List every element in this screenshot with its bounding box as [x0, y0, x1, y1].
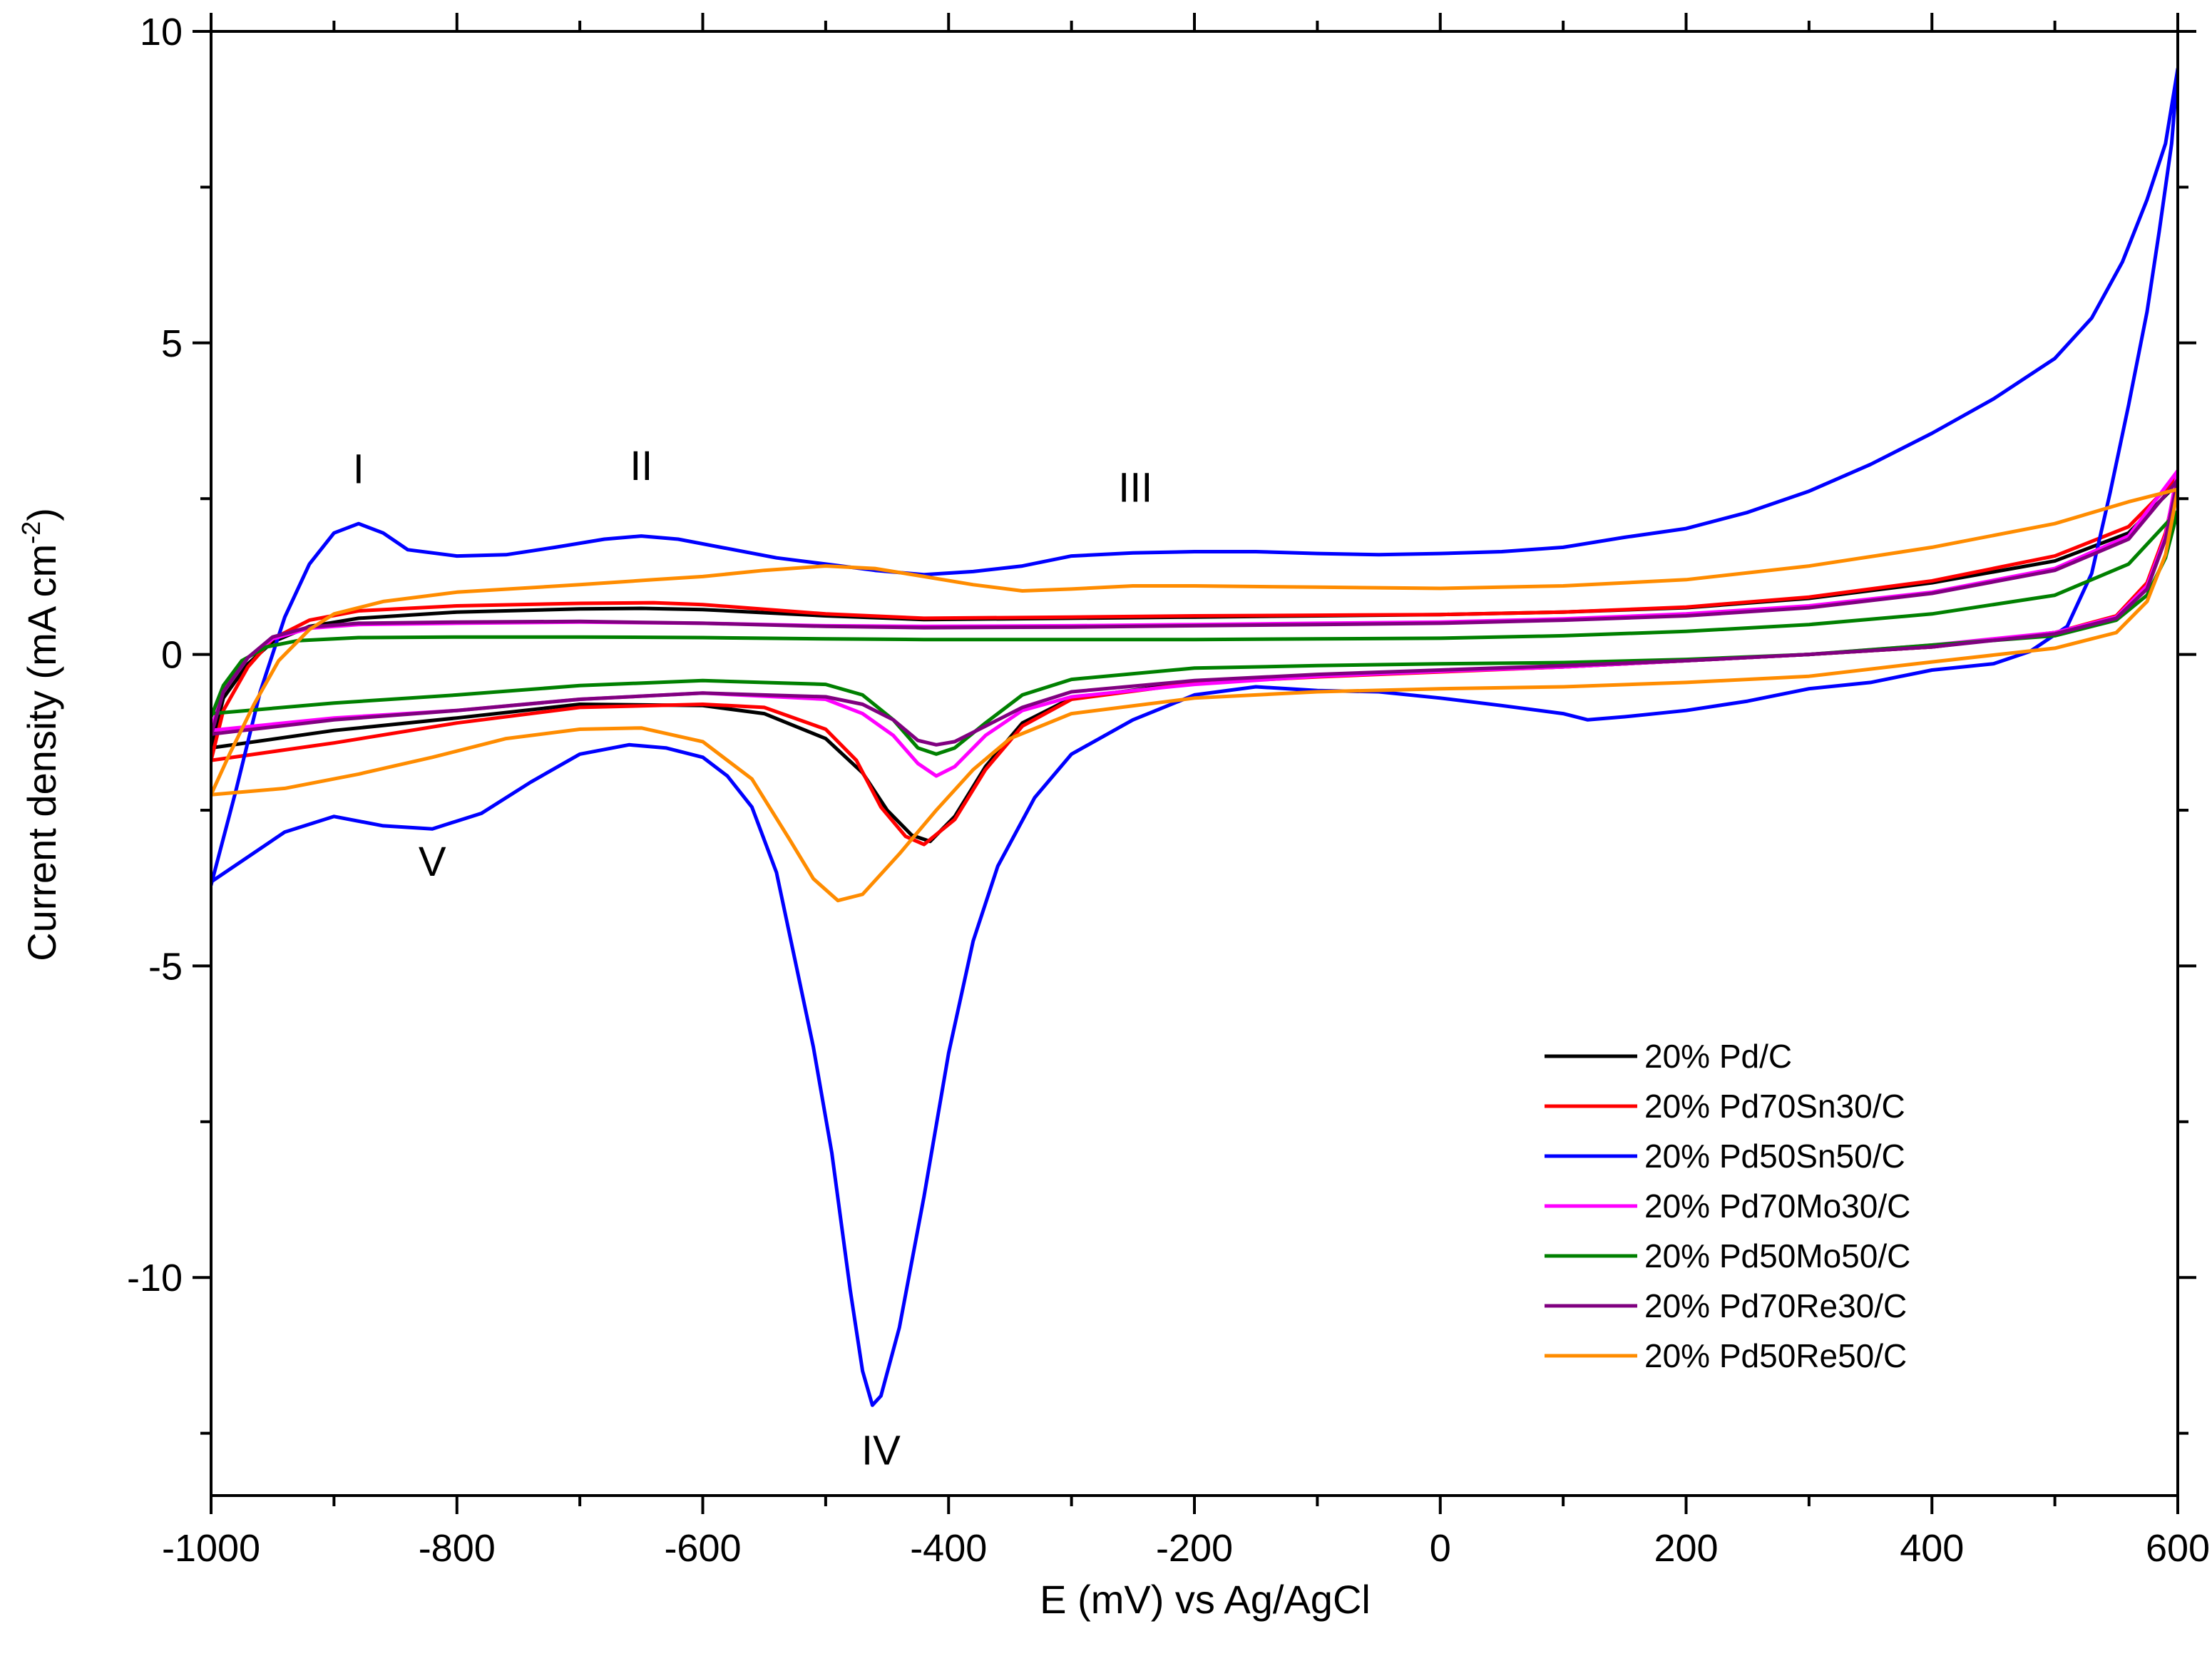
legend-label: 20% Pd70Sn30/C [1644, 1088, 1905, 1125]
peak-label: III [1118, 465, 1152, 511]
x-tick-label: -800 [419, 1527, 496, 1570]
legend-label: 20% Pd50Mo50/C [1644, 1237, 1910, 1274]
x-tick-label: -400 [910, 1527, 987, 1570]
legend-label: 20% Pd/C [1644, 1038, 1792, 1075]
y-tick-label: 0 [161, 634, 183, 677]
x-tick-label: 200 [1654, 1527, 1718, 1570]
peak-label: I [353, 446, 364, 492]
series-line-5 [211, 509, 2178, 756]
y-tick-label: 5 [161, 322, 183, 365]
series-line-1 [211, 481, 2178, 844]
y-axis-title: Current density (mA cm-2) [16, 508, 64, 961]
x-tick-label: 400 [1900, 1527, 1964, 1570]
series-line-3 [211, 66, 2178, 1407]
peak-label: V [419, 839, 446, 885]
peak-label: II [630, 443, 652, 489]
peak-label: IV [861, 1427, 901, 1473]
y-axis-title-superscript: -2 [16, 521, 46, 544]
legend-label: 20% Pd70Mo30/C [1644, 1187, 1910, 1225]
x-tick-label: -200 [1156, 1527, 1233, 1570]
y-axis-title-close: ) [19, 508, 64, 521]
x-tick-label: 0 [1430, 1527, 1451, 1570]
x-tick-label: -600 [664, 1527, 741, 1570]
series-layer [211, 66, 2178, 1407]
x-tick-label: -1000 [162, 1527, 260, 1570]
y-axis-title-main: Current density (mA cm [19, 544, 64, 961]
y-tick-label: -5 [148, 945, 183, 988]
series-line-6 [211, 478, 2178, 747]
y-tick-label: 10 [140, 11, 183, 53]
series-line-2 [211, 475, 2178, 847]
legend-label: 20% Pd50Re50/C [1644, 1337, 1907, 1374]
axes-layer: -1000 -800 -600 -400 -200 0 200 400 600 -10 -5 0 5 10 [127, 11, 2210, 1570]
plot-frame [210, 30, 2179, 1497]
x-axis-title: E (mV) vs Ag/AgCl [1040, 1577, 1371, 1622]
legend: 20% Pd/C 20% Pd70Sn30/C 20% Pd50Sn50/C 20% … [1545, 1038, 1910, 1374]
legend-label: 20% Pd50Sn50/C [1644, 1138, 1905, 1175]
x-tick-label: 600 [2146, 1527, 2210, 1570]
series-line-7 [211, 487, 2178, 903]
y-tick-label: -10 [127, 1257, 183, 1299]
legend-label: 20% Pd70Re30/C [1644, 1287, 1907, 1324]
